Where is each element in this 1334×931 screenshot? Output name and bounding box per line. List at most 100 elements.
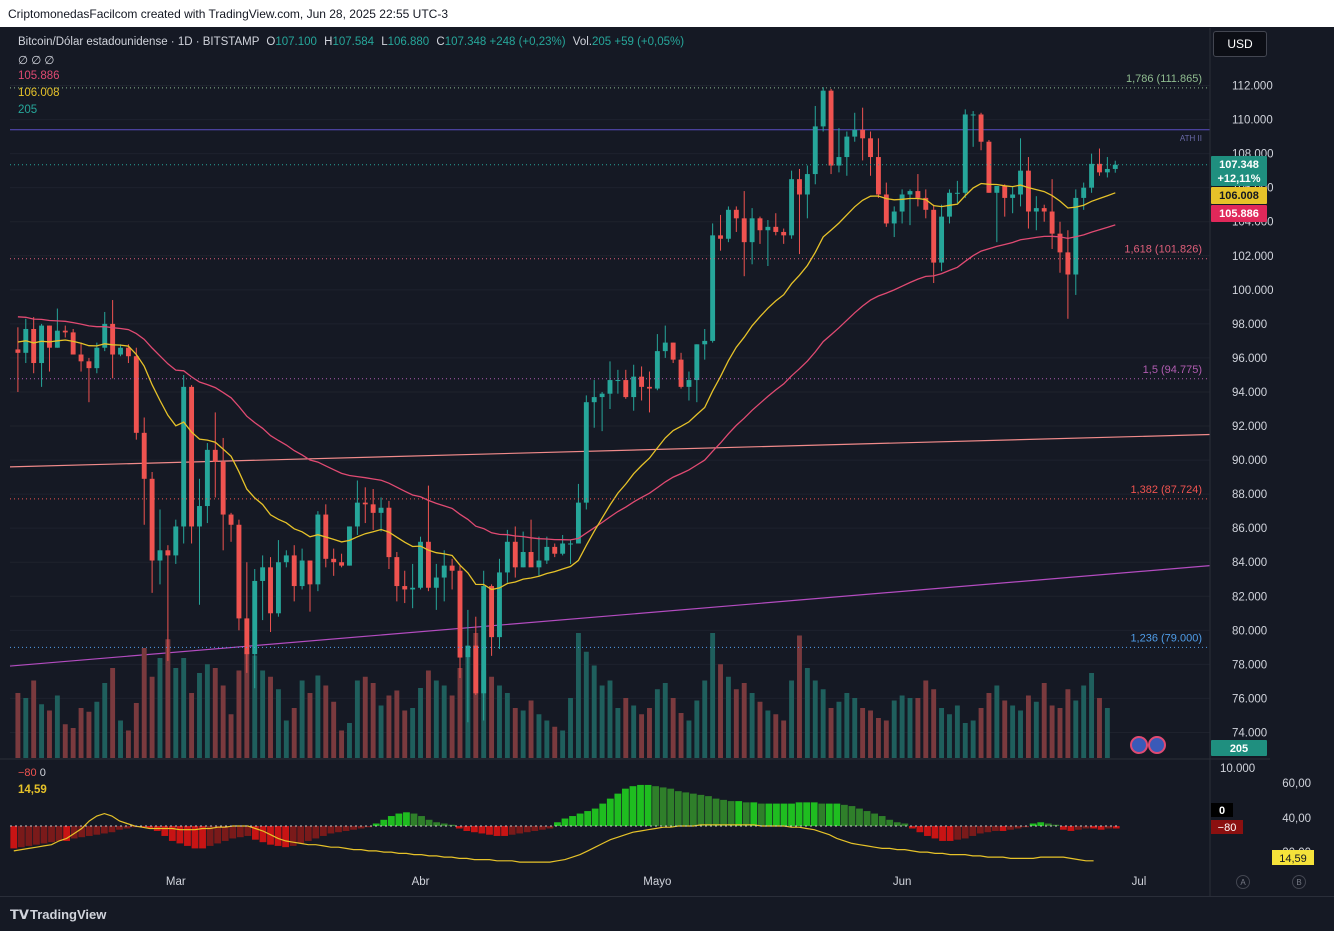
volume-bar	[449, 695, 455, 758]
y-tick-label-17: 78.000	[1232, 659, 1267, 671]
osc-bar	[319, 826, 327, 836]
candle-body	[757, 218, 763, 231]
volume-bar	[165, 639, 171, 758]
candle-body	[362, 502, 368, 505]
candle-body	[670, 342, 676, 360]
osc-bar	[773, 803, 780, 826]
osc-bar	[1075, 826, 1082, 830]
volume-bar	[1033, 701, 1039, 758]
candle-body	[868, 138, 873, 158]
candle-body	[615, 380, 621, 382]
volume-bar	[891, 700, 897, 758]
volume-bar	[939, 708, 945, 758]
volume-bar	[828, 708, 834, 758]
candle-body	[465, 645, 471, 658]
volume-bar	[268, 676, 273, 758]
candle-body	[994, 185, 1000, 193]
osc-bar	[720, 799, 727, 826]
volume-bar	[568, 698, 573, 758]
osc-bar	[1090, 826, 1097, 829]
candle-body	[94, 347, 100, 369]
volume-bar	[552, 726, 558, 758]
indicator-symbols: ∅ ∅ ∅	[18, 55, 55, 67]
osc-bar	[184, 826, 191, 846]
candle-body	[62, 330, 68, 333]
volume-bar	[749, 693, 755, 758]
osc-bar	[425, 819, 433, 826]
price-chart[interactable]: ATH II 1,786 (111.865) 1,618 (101.826) 1,5…	[0, 0, 1334, 896]
volume-bar	[149, 676, 155, 758]
osc-bar	[825, 803, 833, 826]
osc-bar	[403, 812, 410, 826]
candle-body	[654, 351, 660, 389]
osc-bar	[312, 826, 320, 839]
candle-body	[497, 572, 502, 638]
osc-tick-1: 40,00	[1282, 813, 1311, 825]
y-tick-label-13: 86.000	[1232, 523, 1267, 535]
candle-body	[1033, 208, 1039, 212]
candle-body	[173, 526, 179, 556]
osc-bar	[901, 823, 909, 826]
volume-bar	[236, 670, 242, 758]
candle-body	[1081, 187, 1087, 198]
ema-slow-legend: 105.886	[18, 70, 60, 82]
volume-bar	[157, 658, 163, 758]
osc-value-1: −80	[18, 767, 37, 779]
volume-bar	[623, 698, 629, 758]
y-tick-label-5: 102.000	[1232, 251, 1274, 263]
volume-bar	[978, 708, 984, 758]
osc-tag-b: −80	[1218, 822, 1237, 834]
osc-tag-c: 14,59	[1279, 853, 1307, 865]
volume-bar	[244, 651, 250, 758]
volume-bar	[39, 704, 45, 758]
volume-bar	[299, 680, 305, 758]
osc-bar	[116, 826, 123, 830]
osc-bar	[712, 798, 720, 826]
volume-bar	[441, 685, 447, 758]
candle-body	[781, 231, 787, 236]
volume-bar	[370, 683, 376, 758]
volume-bar	[757, 701, 763, 758]
high-label: H	[324, 36, 333, 48]
candle-body	[599, 393, 605, 398]
volume-bar	[173, 668, 179, 758]
y-tick-label-7: 98.000	[1232, 319, 1267, 331]
volume-bar	[907, 698, 913, 758]
osc-bar	[1044, 823, 1052, 826]
volume-bar	[1002, 700, 1008, 758]
volume-bar	[260, 670, 266, 758]
x-tick-label-0: Mar	[166, 876, 186, 888]
candle-body	[1049, 211, 1055, 234]
candle-body	[189, 386, 195, 527]
volume-bar	[615, 708, 621, 758]
osc-bar	[546, 826, 554, 829]
osc-bar	[946, 826, 954, 841]
volume-bar	[291, 708, 297, 758]
osc-bar	[33, 826, 40, 845]
candle-body	[725, 209, 731, 239]
currency-button[interactable]: USD	[1213, 31, 1267, 57]
osc-bar	[576, 813, 584, 826]
osc-bar	[418, 816, 425, 826]
volume-bar	[844, 693, 850, 758]
pane-bottom-label: 10.000	[1220, 763, 1255, 775]
osc-bar	[674, 791, 682, 826]
osc-bar	[357, 826, 365, 829]
volume-bar	[347, 723, 352, 758]
volume-bar	[410, 708, 416, 758]
auto-scale-button[interactable]: A	[1236, 875, 1250, 889]
tv-logo-icon: 𝗧𝗩	[10, 907, 29, 922]
volume-bar	[378, 705, 384, 758]
log-scale-button[interactable]: B	[1292, 875, 1306, 889]
osc-bar	[531, 826, 539, 831]
candle-body	[899, 194, 905, 212]
osc-bar	[259, 826, 267, 843]
volume-bar	[994, 685, 1000, 758]
candle-body	[15, 349, 21, 353]
osc-bar	[886, 819, 894, 826]
volume-bar	[718, 664, 723, 758]
osc-bar	[742, 802, 750, 826]
y-tick-label-1: 110.000	[1232, 115, 1273, 127]
volume-bar	[970, 720, 976, 758]
candle-body	[789, 179, 795, 236]
